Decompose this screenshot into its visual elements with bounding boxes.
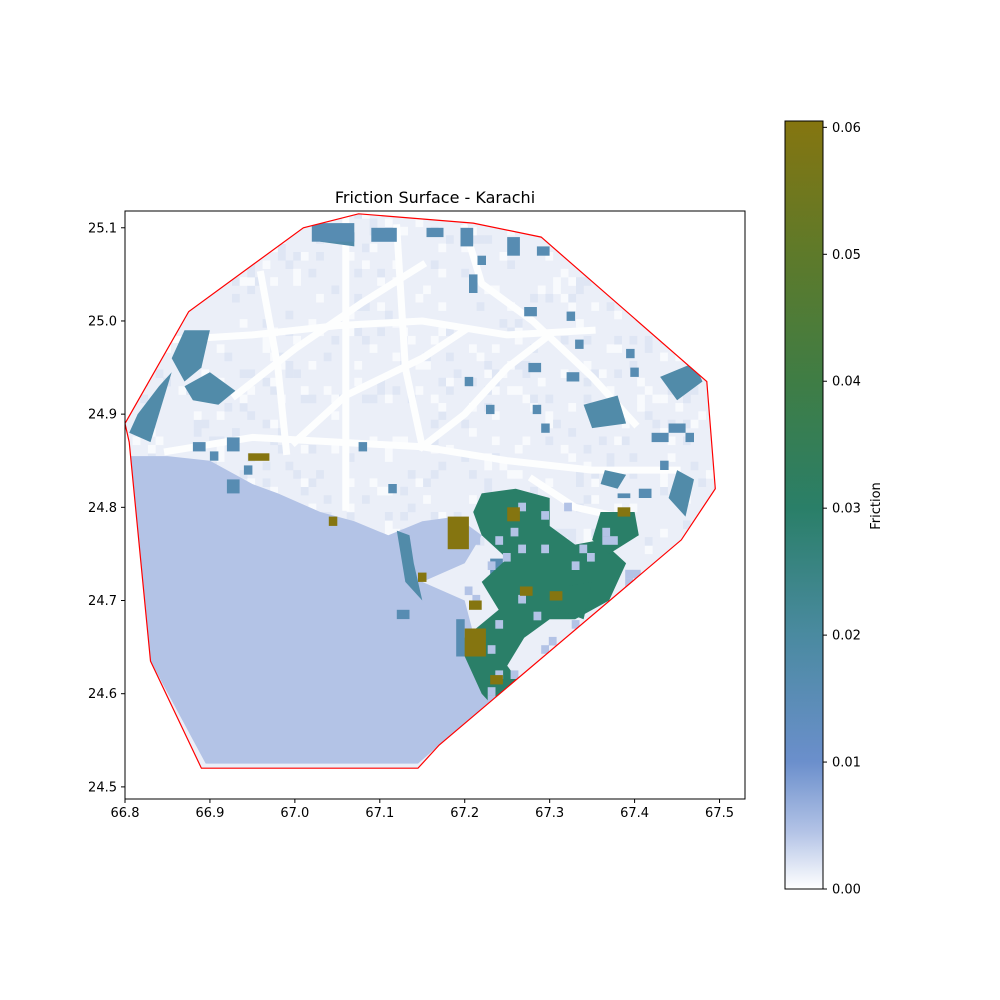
moderate-zone: [583, 395, 627, 429]
very-high-cell: [464, 628, 486, 657]
high-zone: [558, 581, 593, 620]
x-tick-label: 67.2: [450, 806, 479, 821]
dense-cell: [456, 619, 465, 657]
y-axis-ticks: 24.5 24.6 24.7 24.8 24.9 25.0 25.1: [88, 221, 125, 795]
road-network: [163, 215, 681, 521]
colorbar-tick-label: 0.06: [832, 121, 861, 136]
city-boundary: [125, 213, 716, 769]
colorbar-gradient: [785, 121, 823, 889]
dense-cell: [536, 246, 550, 256]
dense-cell: [541, 423, 550, 433]
dense-cell: [464, 376, 474, 387]
colorbar: 0.00 0.01 0.02 0.03 0.04 0.05 0.06 Friction: [784, 120, 884, 898]
very-high-cell: [490, 675, 503, 685]
road-line: [460, 223, 640, 429]
dense-cell: [371, 227, 397, 242]
very-high-spots: [248, 453, 631, 685]
dense-cell: [469, 274, 478, 293]
dense-cell: [388, 484, 397, 494]
colorbar-tick-label: 0.02: [832, 629, 861, 644]
x-tick-label: 66.8: [111, 806, 140, 821]
axes-frame: [124, 210, 746, 800]
very-high-cell: [447, 516, 469, 550]
x-tick-label: 67.4: [620, 806, 649, 821]
dense-cell: [651, 432, 669, 443]
very-high-cell: [469, 600, 482, 610]
road-line: [172, 317, 596, 344]
very-high-cell: [418, 572, 427, 582]
y-tick-label: 25.1: [88, 221, 117, 236]
colorbar-ticks: 0.00 0.01 0.02 0.03 0.04 0.05 0.06: [823, 121, 861, 898]
dense-cell: [626, 348, 635, 359]
dense-cell: [460, 227, 474, 247]
moderate-zone: [171, 330, 210, 382]
road-line: [417, 329, 555, 452]
dense-cell: [528, 362, 542, 373]
dense-cell: [486, 404, 495, 415]
dense-cell: [507, 237, 520, 256]
y-tick-label: 24.5: [88, 780, 117, 795]
colorbar-tick-label: 0.00: [832, 883, 861, 898]
colorbar-tick-label: 0.05: [832, 248, 861, 263]
road-line: [393, 224, 427, 451]
very-high-cell: [617, 507, 631, 517]
x-tick-label: 66.9: [195, 806, 224, 821]
dense-cell: [426, 227, 444, 238]
colorbar-label: Friction: [869, 482, 884, 530]
dense-cell: [477, 255, 486, 265]
colorbar-tick-label: 0.03: [832, 502, 861, 517]
dense-cell: [630, 367, 639, 377]
y-tick-label: 24.9: [88, 408, 117, 423]
colorbar-frame: [784, 120, 824, 890]
x-tick-label: 67.5: [705, 806, 734, 821]
chart-title: Friction Surface - Karachi: [335, 188, 535, 207]
dense-cell: [524, 307, 537, 317]
dense-cell: [209, 451, 219, 461]
y-tick-label: 24.8: [88, 501, 117, 516]
very-high-cell: [549, 591, 563, 601]
dense-cell: [311, 223, 355, 242]
road-line: [230, 260, 428, 401]
moderate-zone: [660, 362, 703, 401]
y-tick-label: 24.7: [88, 594, 117, 609]
very-high-cell: [248, 453, 270, 461]
road-line: [289, 325, 470, 448]
y-tick-label: 24.6: [88, 687, 117, 702]
moderate-zone: [668, 470, 694, 517]
dense-cell: [226, 479, 240, 494]
dense-cell: [192, 442, 206, 452]
dense-cell: [575, 339, 584, 349]
friction-raster: [125, 213, 716, 769]
dense-cell: [566, 372, 580, 382]
dense-cell: [566, 311, 576, 321]
very-high-cell: [519, 586, 533, 596]
map-axes: 66.8 66.9 67.0 67.1 67.2 67.3 67.4 67.5 24.524.…: [88, 210, 746, 821]
dense-cell: [660, 460, 669, 470]
dense-cell: [617, 493, 631, 499]
x-axis-ticks: 66.8 66.9 67.0 67.1 67.2 67.3 67.4 67.5: [111, 799, 734, 821]
x-tick-label: 67.1: [365, 806, 394, 821]
x-tick-label: 67.3: [535, 806, 564, 821]
dense-cell: [226, 437, 240, 452]
dense-cell: [685, 432, 694, 443]
dense-cell: [396, 609, 410, 620]
moderate-zone: [184, 372, 236, 405]
dense-cell: [243, 465, 253, 475]
moderate-zone: [600, 470, 627, 489]
dense-cell: [668, 423, 686, 433]
very-high-cell: [507, 507, 520, 522]
colorbar-tick-label: 0.01: [832, 756, 861, 771]
dense-cell: [358, 442, 368, 452]
moderate-zone: [129, 372, 172, 443]
colorbar-tick-label: 0.04: [832, 375, 861, 390]
dense-cell: [638, 488, 652, 498]
moderate-zones: [129, 227, 703, 601]
moderate-zone: [396, 530, 423, 601]
x-tick-label: 67.0: [280, 806, 309, 821]
dense-cell: [532, 404, 542, 415]
y-tick-label: 25.0: [88, 314, 117, 329]
road-line: [256, 270, 291, 456]
very-high-cell: [328, 516, 338, 526]
